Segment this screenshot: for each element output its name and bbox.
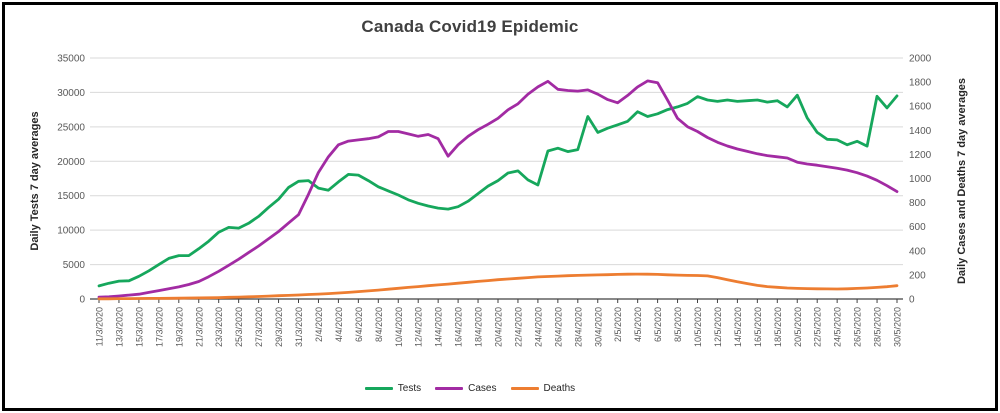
x-tick-label: 11/3/2020 (95, 307, 105, 346)
x-tick-label: 16/4/2020 (454, 307, 464, 347)
right-tick-label: 1000 (909, 174, 932, 185)
plot-area: 11/3/2020 13/3/2020 15/3/2020 17/3/2020 19/3… (57, 54, 932, 348)
x-tick-label: 20/5/2020 (793, 307, 803, 347)
left-tick-label: 10000 (57, 226, 85, 237)
x-tick-label: 23/3/2020 (214, 307, 224, 347)
x-tick-label: 28/4/2020 (573, 307, 583, 347)
right-tick-label: 1200 (909, 150, 932, 161)
x-tick-label: 24/5/2020 (833, 307, 843, 347)
tests-series-line (97, 93, 899, 288)
x-tick-label: 20/4/2020 (494, 307, 504, 347)
cases-series-line (97, 79, 899, 299)
legend-item-tests: Tests (364, 383, 422, 394)
x-tick-label: 31/3/2020 (294, 307, 304, 347)
x-tick-label: 26/4/2020 (553, 307, 563, 347)
x-tick-label: 22/5/2020 (813, 307, 823, 347)
legend-item-deaths: Deaths (510, 383, 576, 394)
x-tick-label: 12/4/2020 (414, 307, 424, 347)
x-tick-label: 29/3/2020 (274, 307, 284, 347)
left-tick-label: 0 (79, 295, 85, 306)
x-tick-label: 12/5/2020 (713, 307, 723, 347)
cases-legend-label: Cases (468, 383, 497, 394)
x-tick-label: 26/5/2020 (853, 307, 863, 347)
x-tick-label: 8/4/2020 (374, 307, 384, 342)
left-tick-label: 25000 (57, 122, 85, 133)
x-tick-label: 21/3/2020 (194, 307, 204, 347)
x-tick-label: 14/5/2020 (733, 307, 743, 347)
x-tick-label: 2/4/2020 (314, 307, 324, 342)
chart-title: Canada Covid19 Epidemic (361, 17, 579, 36)
x-tick-label: 4/4/2020 (334, 307, 344, 342)
right-tick-label: 1600 (909, 102, 932, 113)
x-tick-label: 30/4/2020 (593, 307, 603, 347)
left-tick-label: 35000 (57, 54, 85, 65)
right-tick-label: 800 (909, 198, 926, 209)
x-tick-label: 16/5/2020 (753, 307, 763, 347)
x-tick-label: 6/4/2020 (354, 307, 364, 342)
x-tick-label: 10/4/2020 (394, 307, 404, 347)
right-tick-label: 1800 (909, 78, 932, 89)
left-tick-label: 5000 (63, 260, 86, 271)
x-tick-label: 18/4/2020 (474, 307, 484, 347)
x-tick-label: 24/4/2020 (533, 307, 543, 347)
x-tick-label: 4/5/2020 (633, 307, 643, 342)
x-tick-label: 15/3/2020 (134, 307, 144, 347)
x-tick-label: 8/5/2020 (673, 307, 683, 342)
x-tick-label: 10/5/2020 (693, 307, 703, 347)
legend-item-cases: Cases (435, 383, 497, 394)
right-tick-label: 600 (909, 222, 926, 233)
deaths-legend-swatch (510, 387, 539, 390)
right-tick-label: 2000 (909, 54, 932, 65)
x-tick-label: 18/5/2020 (773, 307, 783, 347)
x-tick-label: 14/4/2020 (434, 307, 444, 347)
x-tick-label: 30/5/2020 (893, 307, 903, 347)
x-tick-label: 27/3/2020 (254, 307, 264, 347)
left-tick-label: 30000 (57, 88, 85, 99)
right-tick-label: 1400 (909, 126, 932, 137)
x-tick-label: 28/5/2020 (873, 307, 883, 347)
x-tick-label: 2/5/2020 (613, 307, 623, 342)
left-tick-label: 15000 (57, 191, 85, 202)
right-tick-label: 200 (909, 270, 926, 281)
x-tick-label: 19/3/2020 (174, 307, 184, 347)
x-tick-label: 25/3/2020 (234, 307, 244, 347)
tests-legend-label: Tests (397, 383, 422, 394)
x-tick-label: 22/4/2020 (513, 307, 523, 347)
chart-legend: Tests Cases Deaths (5, 383, 935, 394)
deaths-series-line (97, 272, 899, 301)
right-tick-label: 0 (909, 295, 915, 306)
left-tick-label: 20000 (57, 157, 85, 168)
x-tick-label: 6/5/2020 (653, 307, 663, 342)
x-tick-label: 17/3/2020 (154, 307, 164, 347)
x-tick-label: 13/3/2020 (114, 307, 124, 347)
right-tick-label: 400 (909, 246, 926, 257)
tests-legend-swatch (364, 387, 393, 390)
cases-legend-swatch (435, 387, 464, 390)
deaths-legend-label: Deaths (543, 383, 576, 394)
